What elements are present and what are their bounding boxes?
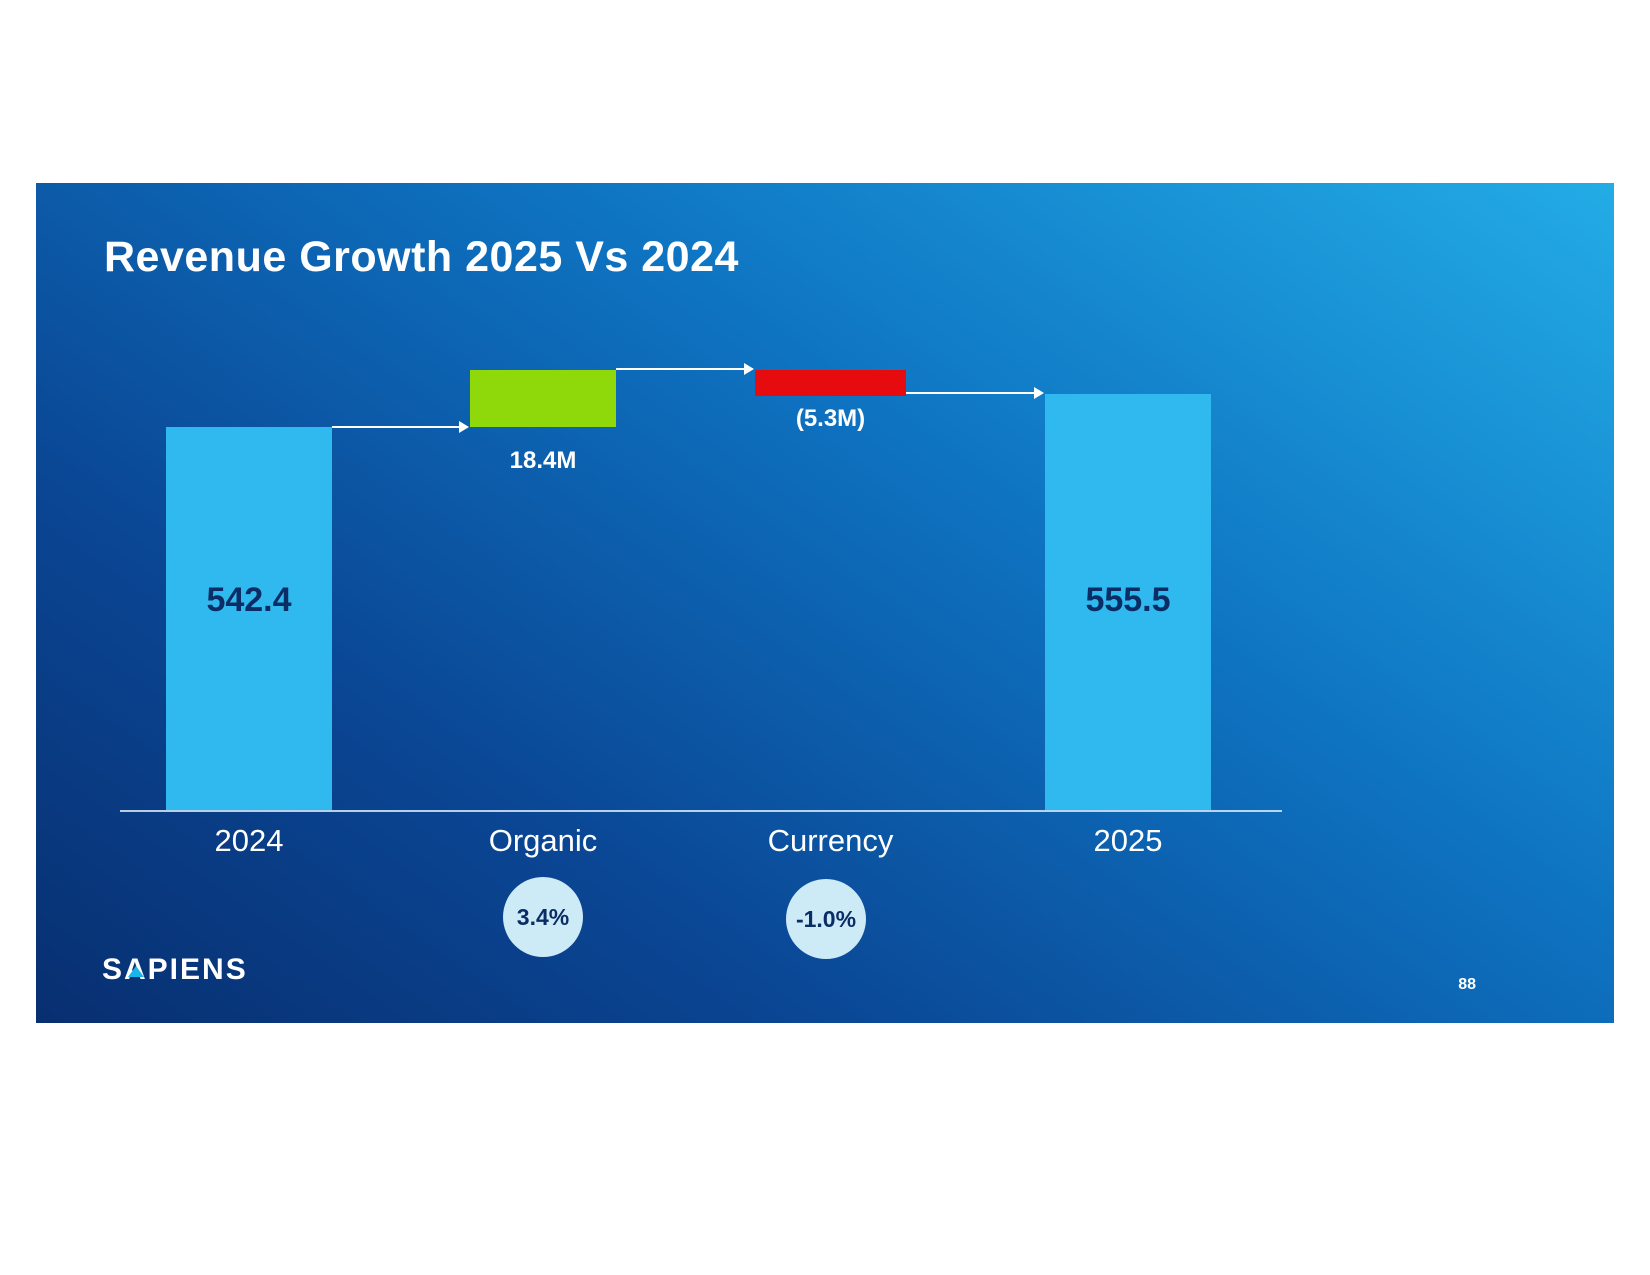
x-axis-line xyxy=(120,810,1282,812)
page-number: 88 xyxy=(1458,976,1476,993)
bar-value-2025: 555.5 xyxy=(1085,581,1171,619)
sapiens-logo: SAPIENS xyxy=(102,953,248,987)
slide: Revenue Growth 2025 Vs 2024 542.4 18.4M … xyxy=(36,183,1614,1023)
slide-title: Revenue Growth 2025 Vs 2024 xyxy=(104,233,739,281)
percent-badge-organic-label: 3.4% xyxy=(516,903,570,930)
connector-arrow-currency-to-2025 xyxy=(906,387,1044,399)
bar-2024-total xyxy=(166,427,332,810)
connector-arrow-organic-to-currency xyxy=(616,363,754,375)
bar-value-organic: 18.4M xyxy=(509,447,577,474)
category-label-2025: 2025 xyxy=(1093,823,1163,858)
category-label-currency: Currency xyxy=(767,823,894,858)
percent-badge-currency-label: -1.0% xyxy=(795,905,857,932)
bar-value-currency: (5.3M) xyxy=(795,405,866,432)
bar-organic-increase xyxy=(470,370,616,427)
arrowhead-icon xyxy=(1034,387,1044,399)
arrowhead-icon xyxy=(459,421,469,433)
bar-2025-total xyxy=(1045,394,1211,810)
sapiens-logo-text: SAPIENS xyxy=(102,953,248,986)
connector-arrow-2024-to-organic xyxy=(332,421,469,433)
bar-currency-decrease xyxy=(755,370,906,396)
percent-badge-organic: 3.4% xyxy=(503,877,583,957)
category-label-2024: 2024 xyxy=(214,823,284,858)
percent-badge-currency: -1.0% xyxy=(786,879,866,959)
sapiens-logo-accent-icon xyxy=(128,966,144,977)
category-label-organic: Organic xyxy=(488,823,598,858)
arrowhead-icon xyxy=(744,363,754,375)
bar-value-2024: 542.4 xyxy=(206,581,292,619)
